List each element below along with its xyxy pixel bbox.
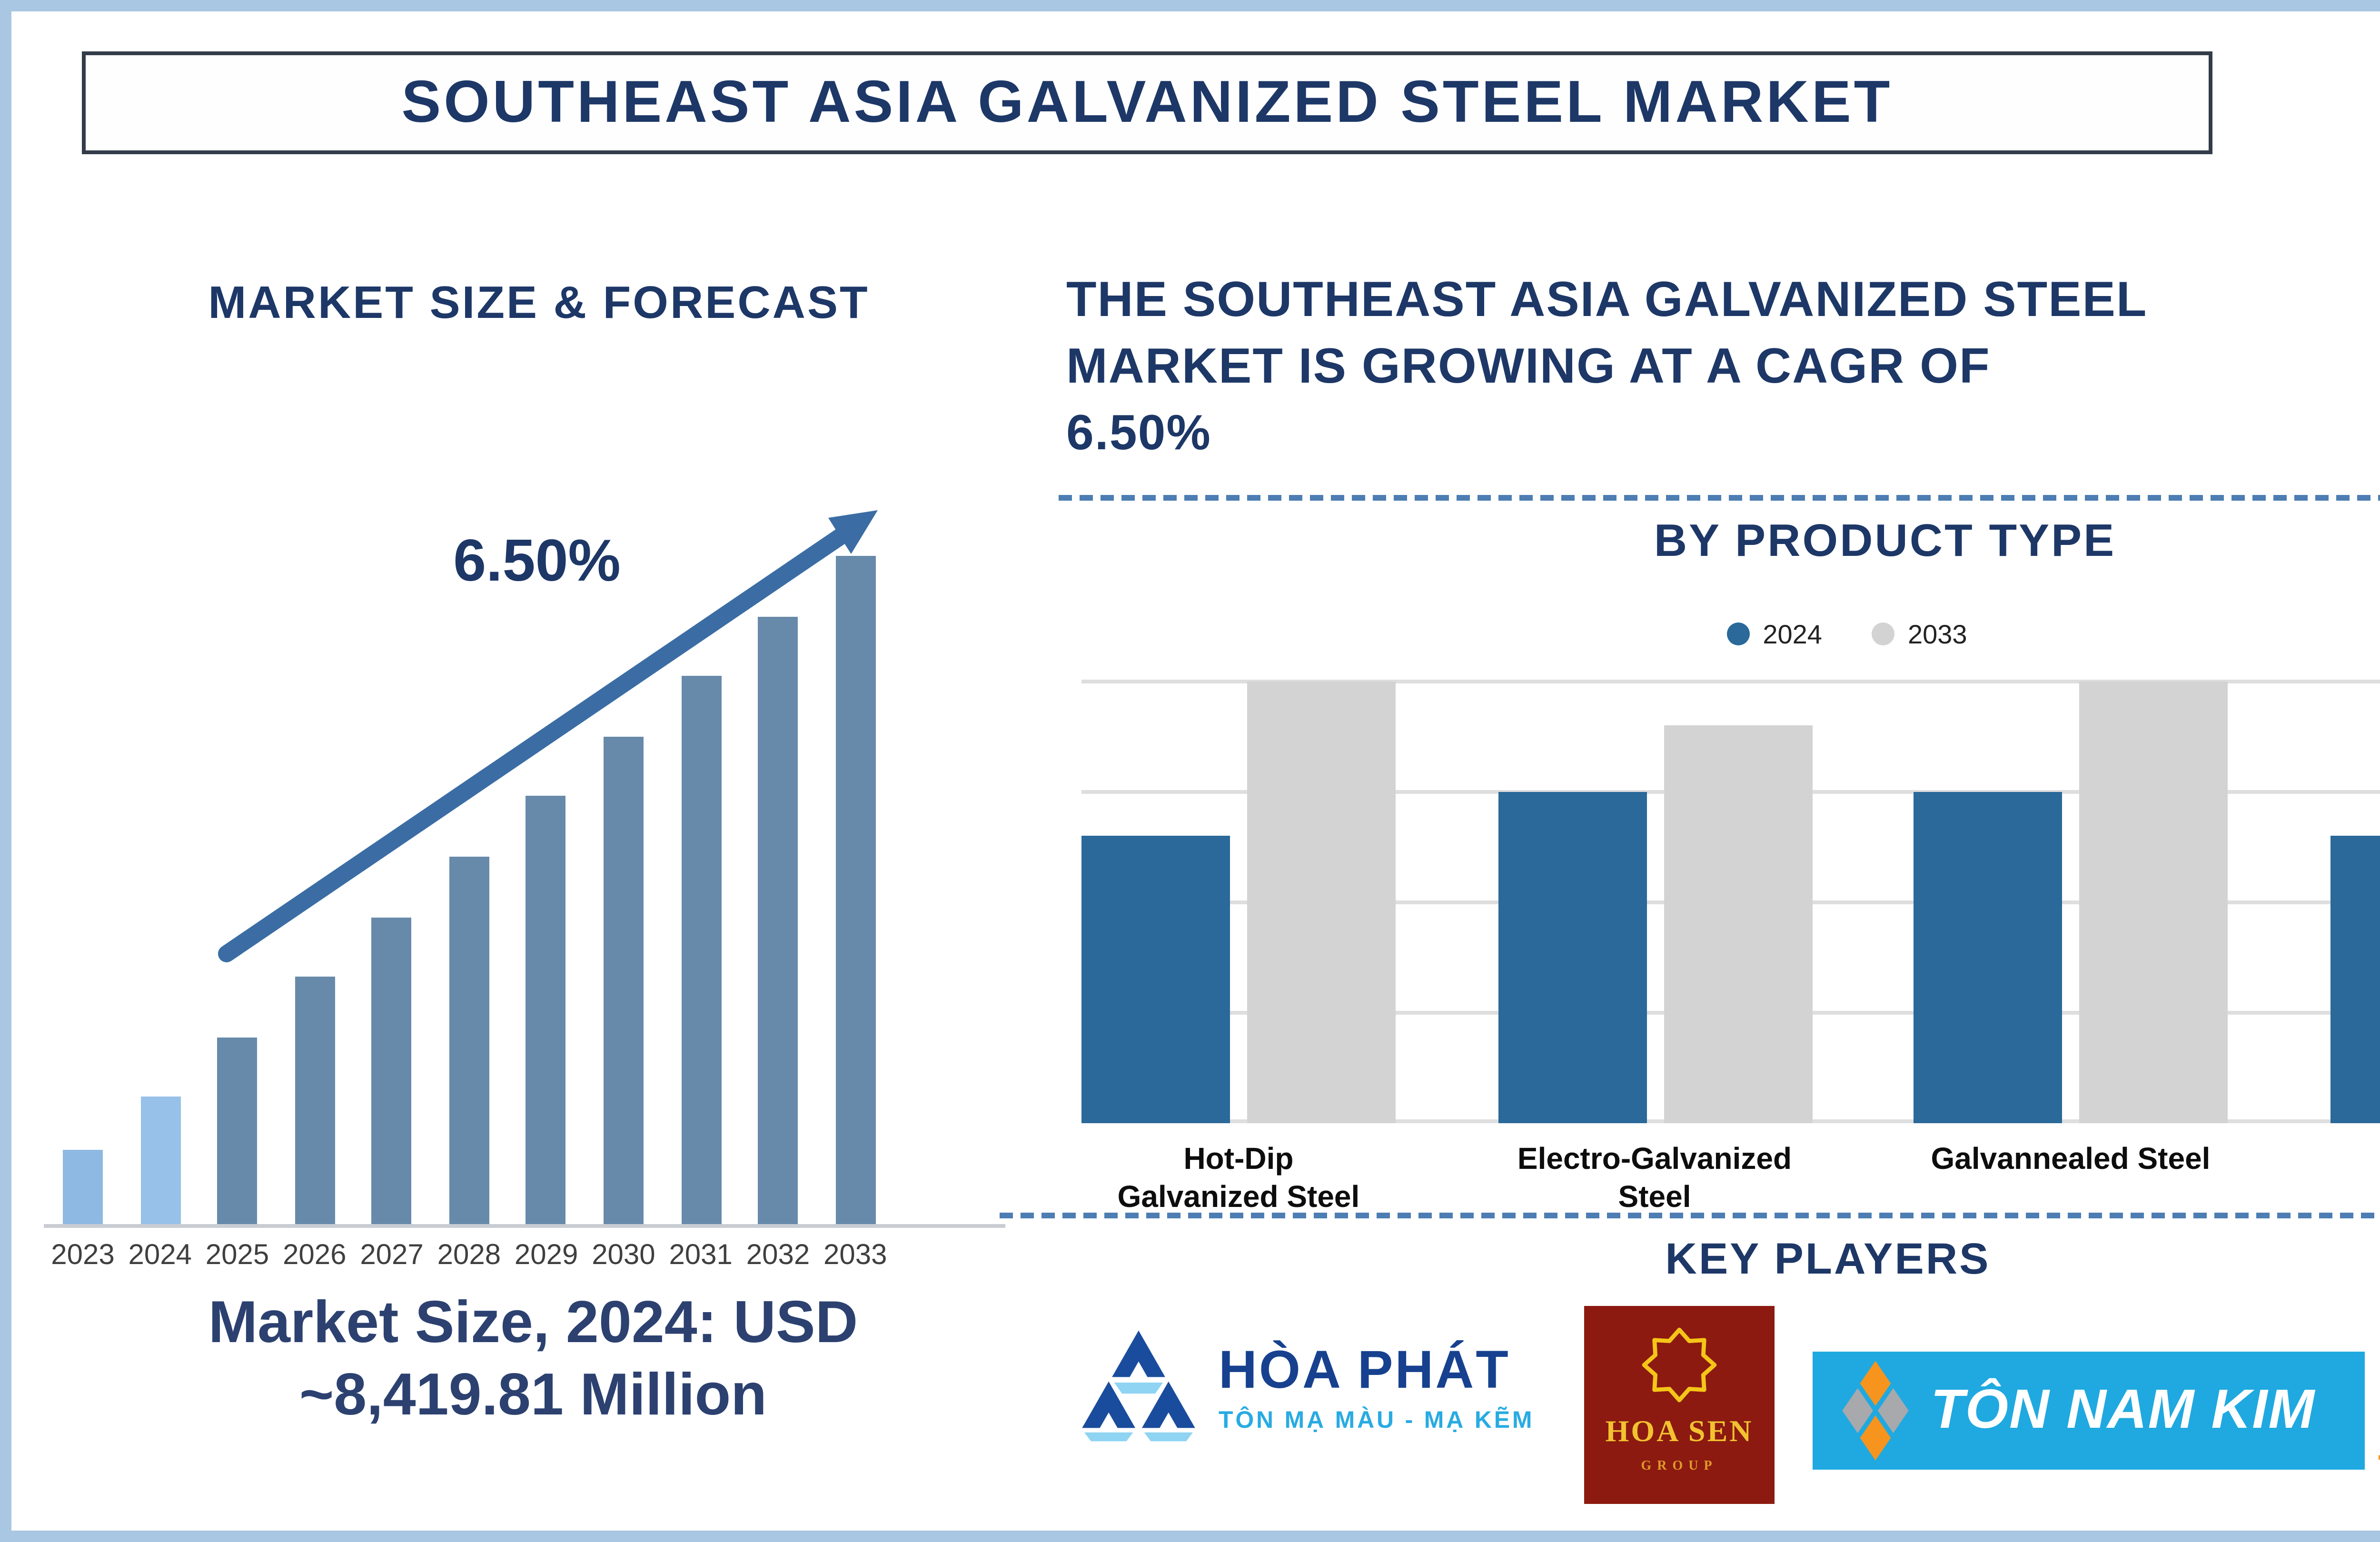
bar-2033-Galvannealed Steel xyxy=(2079,682,2228,1123)
hoa-sen-wordmark: HOA SEN xyxy=(1605,1416,1754,1449)
market-size-note: Market Size, 2024: USD ~8,419.81 Million xyxy=(29,1287,1038,1432)
forecast-bar-2023 xyxy=(63,1150,103,1224)
product-type-grouped-bar-chart xyxy=(1081,680,2380,1123)
bar-2024-Others xyxy=(2330,836,2380,1123)
title-box: SOUTHEAST ASIA GALVANIZED STEEL MARKET xyxy=(82,51,2212,154)
legend-item-2033: 2033 xyxy=(1872,619,1967,649)
hoa-phat-wordmark: HÒA PHÁT xyxy=(1219,1339,1510,1398)
forecast-year-labels: 2023 2024 2025 2026 2027 2028 2029 2030 2031 2032… xyxy=(51,1239,1015,1277)
category-label-Galvannealed Steel: Galvannealed Steel xyxy=(1931,1144,2211,1176)
logo-hoa-sen-group: HOA SEN GROUP xyxy=(1584,1306,1775,1504)
forecast-bar-2026 xyxy=(294,977,335,1224)
product-category-labels: Hot-Dip Galvanized Steel Electro-Galvanize… xyxy=(1081,1142,2380,1226)
market-size-line2: ~8,419.81 Million xyxy=(299,1361,767,1428)
key-players-heading: KEY PLAYERS xyxy=(1665,1234,1991,1283)
forecast-bar-2028 xyxy=(449,857,489,1224)
category-label-Others: Others xyxy=(2277,1142,2380,1180)
year-label-2024: 2024 xyxy=(128,1239,192,1272)
year-label-2030: 2030 xyxy=(592,1239,655,1272)
market-size-forecast-heading: MARKET SIZE & FORECAST xyxy=(208,278,870,329)
year-label-2025: 2025 xyxy=(205,1239,269,1272)
forecast-bar-2024 xyxy=(140,1097,180,1224)
cagr-statement-line3: 6.50% xyxy=(1066,404,1211,461)
hoa-phat-text: HÒA PHÁT TÔN MẠ MÀU - MẠ KẼM xyxy=(1219,1339,1534,1433)
forecast-bar-2033 xyxy=(835,556,875,1224)
nam-kim-wordmark: TÔN NAM KIM xyxy=(1931,1379,2316,1440)
forecast-bar-2031 xyxy=(681,676,721,1224)
cagr-statement-line1: THE SOUTHEAST ASIA GALVANIZED STEEL xyxy=(1066,270,2148,327)
bar-2033-Hot-Dip Galvanized Steel xyxy=(1247,682,1396,1123)
category-label-Hot-Dip Galvanized Steel: Hot-Dip Galvanized Steel xyxy=(1117,1144,1360,1215)
separator-dashed-line-bottom xyxy=(1000,1213,2380,1218)
year-label-2023: 2023 xyxy=(51,1239,115,1272)
legend-label-2024: 2024 xyxy=(1763,619,1822,649)
bar-2024-Hot-Dip Galvanized Steel xyxy=(1081,836,1230,1123)
cagr-label: 6.50% xyxy=(453,527,621,594)
bar-2024-Galvannealed Steel xyxy=(1914,792,2062,1123)
hoa-phat-tagline: TÔN MẠ MÀU - MẠ KẼM xyxy=(1219,1406,1535,1433)
legend-label-2033: 2033 xyxy=(1908,619,1967,649)
gridline-0 xyxy=(1081,680,2380,683)
separator-dashed-line-top xyxy=(1059,495,2380,501)
year-label-2026: 2026 xyxy=(283,1239,347,1272)
ton-dong-a-wordmark: TON DONG A xyxy=(2378,1449,2380,1494)
page-title: SOUTHEAST ASIA GALVANIZED STEEL MARKET xyxy=(401,69,1893,135)
forecast-bar-2027 xyxy=(372,918,412,1224)
forecast-bar-2030 xyxy=(603,737,644,1224)
bar-2033-Electro-Galvanized Steel xyxy=(1663,725,1812,1123)
category-label-Electro-Galvanized Steel: Electro-Galvanized Steel xyxy=(1517,1144,1792,1215)
legend-dot-2033 xyxy=(1872,623,1894,645)
logo-ton-nam-kim: TÔN NAM KIM xyxy=(1813,1352,2365,1470)
forecast-bar-2029 xyxy=(526,796,566,1224)
year-label-2033: 2033 xyxy=(823,1239,887,1272)
year-label-2027: 2027 xyxy=(360,1239,424,1272)
forecast-bar-chart xyxy=(63,556,958,1224)
year-label-2032: 2032 xyxy=(746,1239,810,1272)
legend-item-2024: 2024 xyxy=(1726,619,1822,649)
x-axis-line xyxy=(44,1224,1005,1228)
cagr-statement: THE SOUTHEAST ASIA GALVANIZED STEEL MARK… xyxy=(1066,267,2380,466)
forecast-bar-2032 xyxy=(758,617,798,1224)
hoa-sen-lotus-icon xyxy=(1642,1327,1717,1403)
bar-2024-Electro-Galvanized Steel xyxy=(1497,792,1646,1123)
logo-hoa-phat: HÒA PHÁT TÔN MẠ MÀU - MẠ KẼM xyxy=(1078,1329,1534,1443)
nam-kim-diamonds-icon xyxy=(1842,1361,1909,1461)
cagr-statement-line2: MARKET IS GROWING AT A CAGR OF xyxy=(1066,337,1991,394)
forecast-bar-2025 xyxy=(217,1038,258,1224)
year-label-2028: 2028 xyxy=(437,1239,501,1272)
hoa-sen-tagline: GROUP xyxy=(1641,1458,1718,1473)
trend-arrow-icon xyxy=(218,510,878,962)
year-label-2031: 2031 xyxy=(669,1239,733,1272)
year-label-2029: 2029 xyxy=(514,1239,578,1272)
logo-ton-dong-a: TON DONG A xyxy=(2361,1306,2380,1494)
legend-dot-2024 xyxy=(1726,623,1750,645)
chart-legend: 2024 2033 xyxy=(1580,619,2113,649)
by-product-type-heading: BY PRODUCT TYPE xyxy=(1654,516,2116,567)
market-size-line1: Market Size, 2024: USD xyxy=(208,1289,858,1355)
hoa-phat-triangles-icon xyxy=(1082,1330,1195,1442)
